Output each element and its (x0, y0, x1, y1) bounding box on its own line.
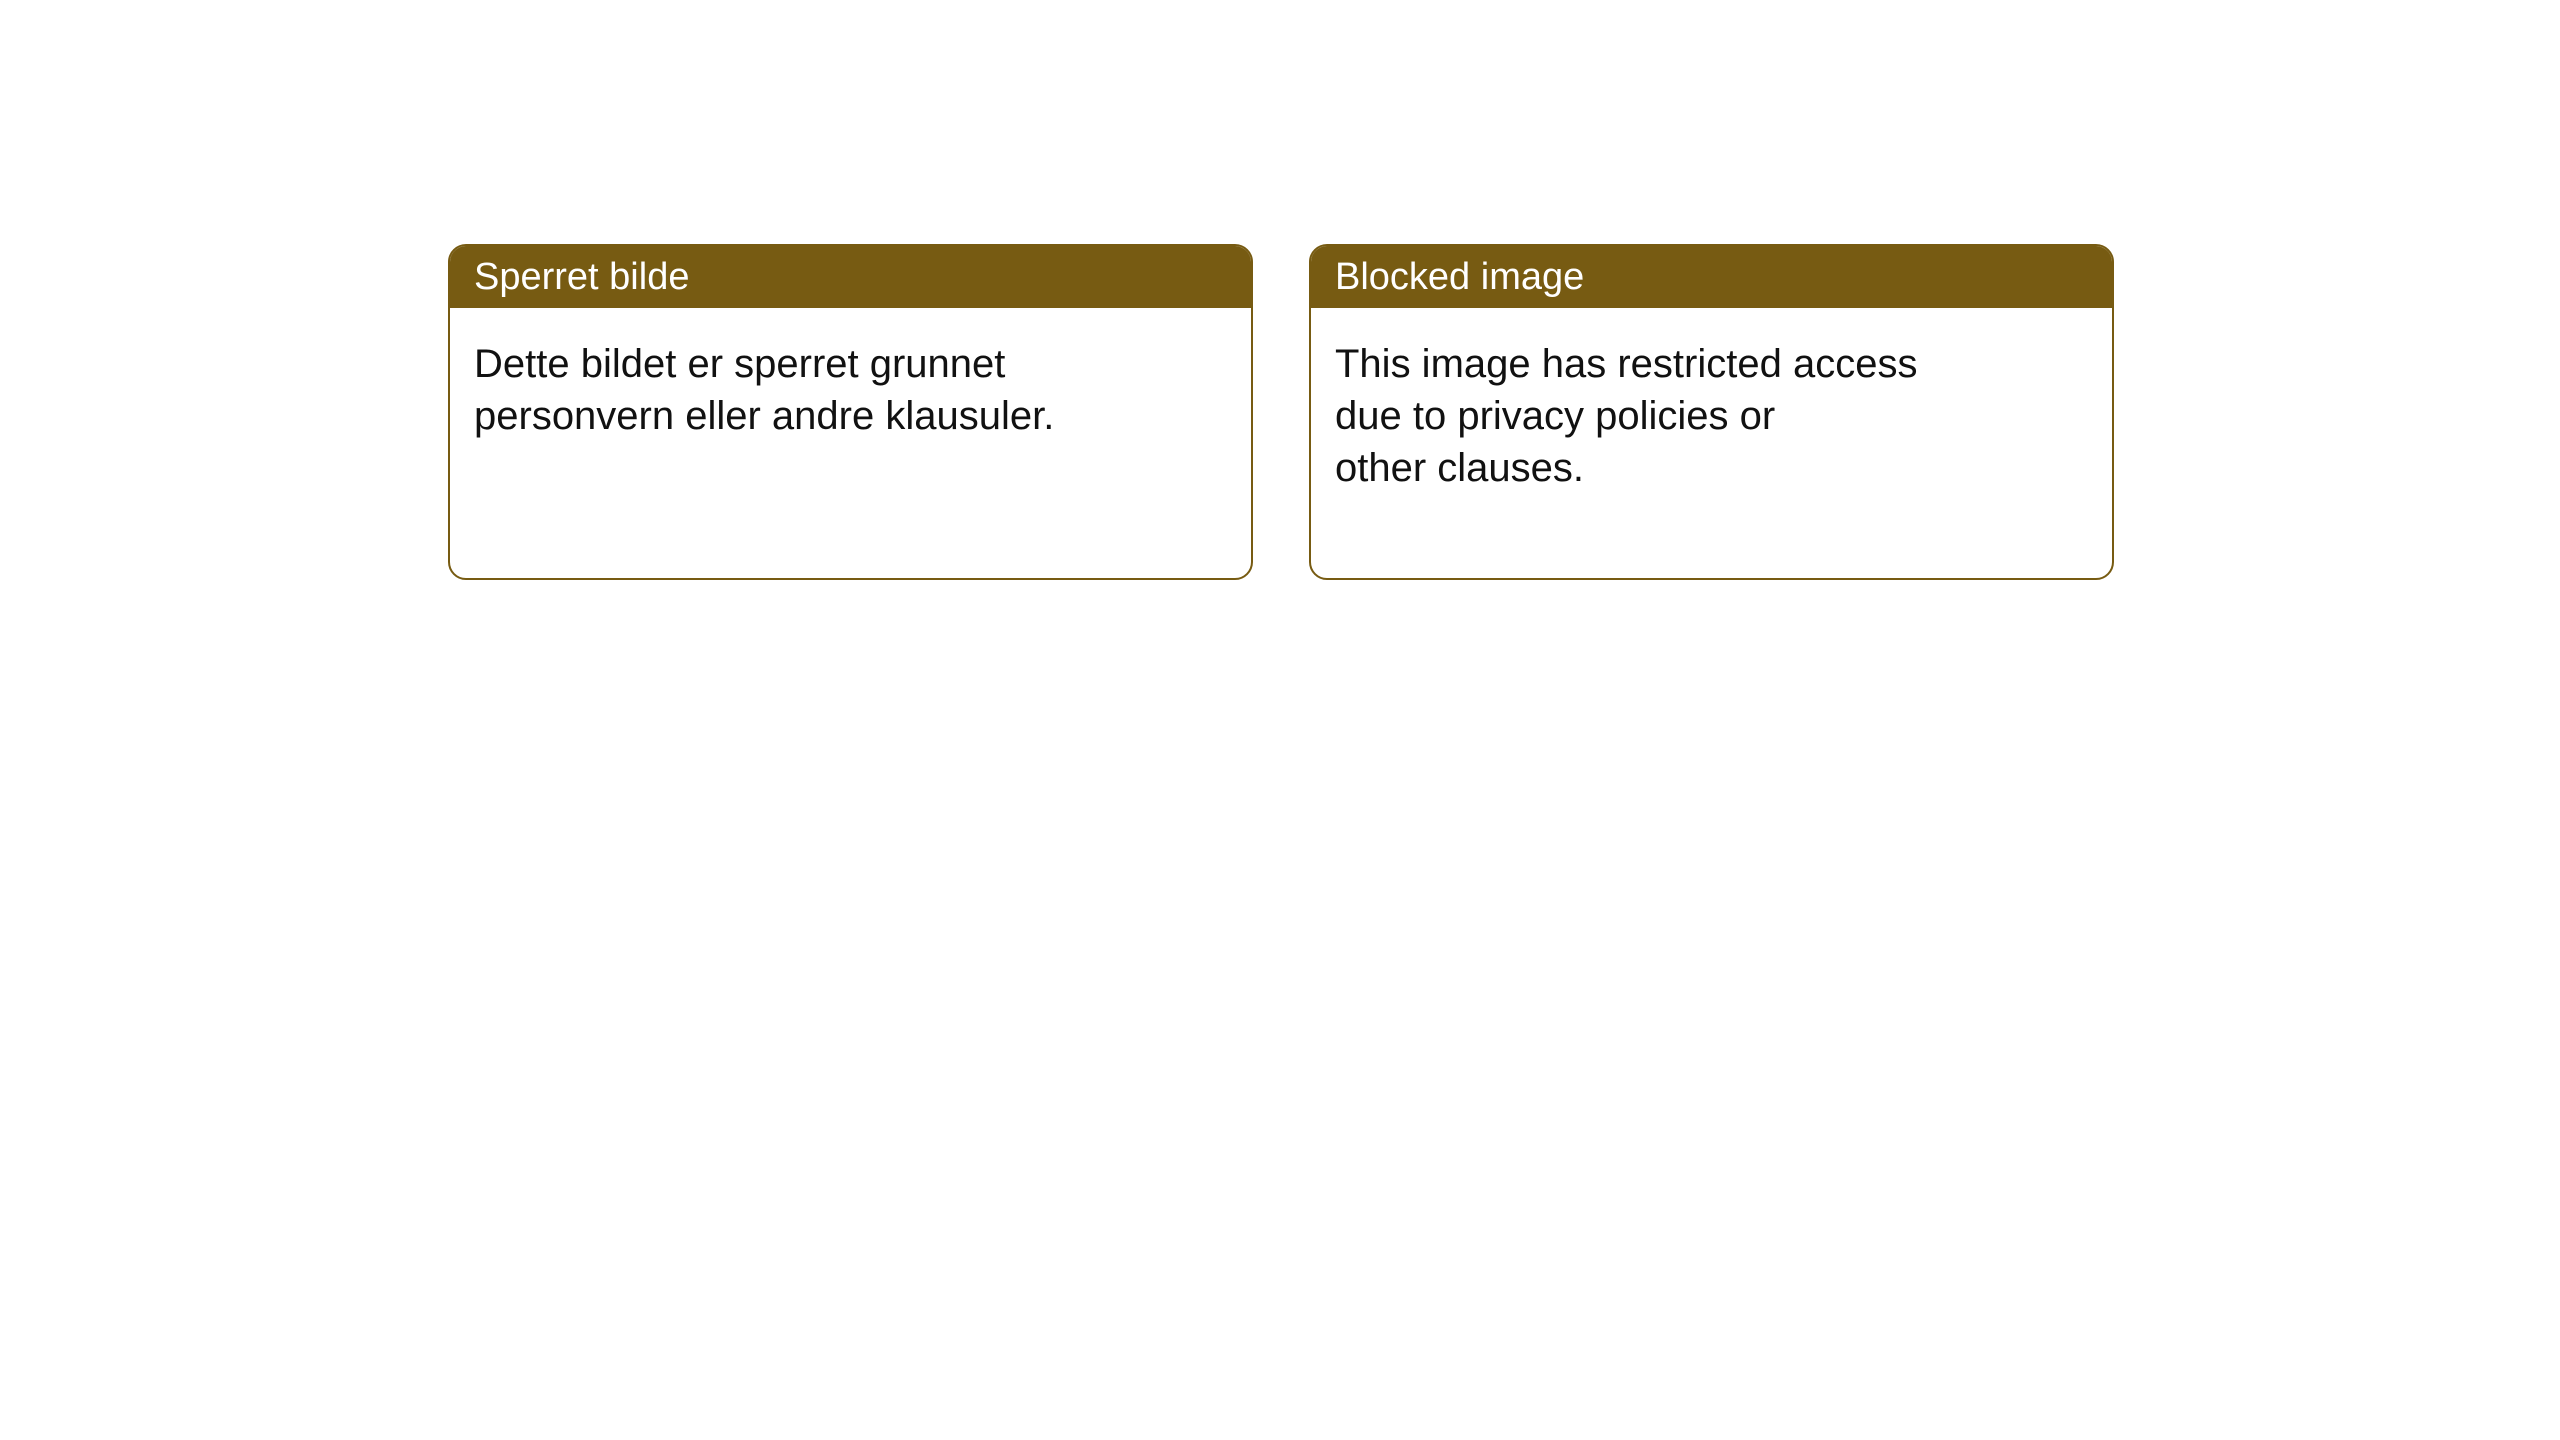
notice-card-row: Sperret bilde Dette bildet er sperret gr… (448, 244, 2114, 580)
page: Sperret bilde Dette bildet er sperret gr… (0, 0, 2560, 1440)
notice-card-body-no: Dette bildet er sperret grunnet personve… (450, 308, 1150, 442)
notice-card-title-no: Sperret bilde (450, 246, 1251, 308)
notice-card-english: Blocked image This image has restricted … (1309, 244, 2114, 580)
notice-card-body-en: This image has restricted access due to … (1311, 308, 2011, 494)
notice-card-norwegian: Sperret bilde Dette bildet er sperret gr… (448, 244, 1253, 580)
notice-card-title-en: Blocked image (1311, 246, 2112, 308)
